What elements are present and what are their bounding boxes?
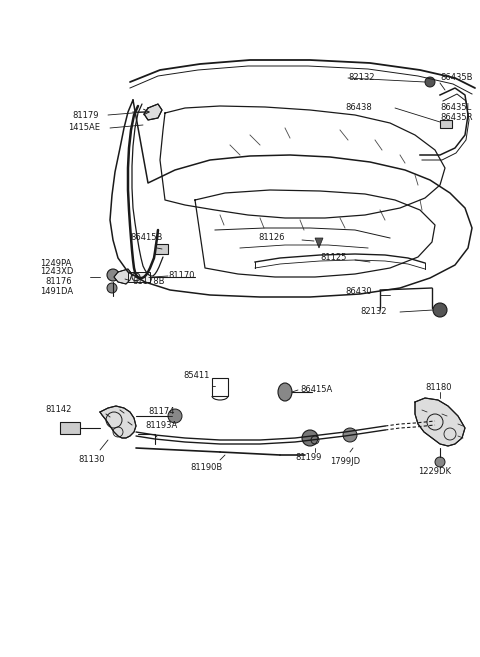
Text: 1491DA: 1491DA — [40, 286, 73, 296]
Text: 86438: 86438 — [345, 104, 372, 112]
Text: 85411: 85411 — [183, 371, 209, 380]
Circle shape — [435, 457, 445, 467]
Circle shape — [168, 409, 182, 423]
Text: 82132: 82132 — [360, 307, 386, 317]
Circle shape — [107, 283, 117, 293]
Polygon shape — [415, 398, 465, 446]
Text: 81178B: 81178B — [132, 277, 165, 286]
Text: 86415A: 86415A — [300, 386, 332, 394]
Text: 81176: 81176 — [45, 277, 72, 286]
Bar — [440, 120, 452, 128]
Text: 81199: 81199 — [295, 453, 322, 463]
Text: 81174: 81174 — [148, 407, 175, 417]
Text: 1243XD: 1243XD — [40, 267, 73, 277]
Text: 86430: 86430 — [345, 288, 372, 296]
Text: 1249PA: 1249PA — [40, 258, 72, 267]
Polygon shape — [144, 104, 162, 120]
Circle shape — [343, 428, 357, 442]
Polygon shape — [315, 238, 323, 248]
Text: 86435B: 86435B — [440, 74, 472, 83]
Text: 81170: 81170 — [168, 271, 194, 279]
Text: 81126: 81126 — [258, 233, 285, 242]
Text: 81125: 81125 — [320, 254, 347, 263]
Bar — [128, 272, 150, 282]
Polygon shape — [114, 269, 132, 284]
Ellipse shape — [278, 383, 292, 401]
Text: 86415B: 86415B — [130, 233, 162, 242]
Circle shape — [302, 430, 318, 446]
Text: 81130: 81130 — [78, 455, 105, 464]
Bar — [212, 378, 228, 396]
Circle shape — [425, 77, 435, 87]
Text: 1799JD: 1799JD — [330, 457, 360, 466]
Text: 81179: 81179 — [72, 110, 98, 120]
Bar — [60, 422, 80, 434]
Circle shape — [433, 303, 447, 317]
Polygon shape — [100, 406, 136, 438]
Text: 81193A: 81193A — [145, 420, 177, 430]
Text: 82132: 82132 — [348, 74, 374, 83]
Text: 81180: 81180 — [425, 384, 452, 392]
Text: 1229DK: 1229DK — [418, 468, 451, 476]
Text: 81142: 81142 — [45, 405, 72, 415]
Circle shape — [107, 269, 119, 281]
Text: 81190B: 81190B — [190, 463, 222, 472]
Text: 1415AE: 1415AE — [68, 124, 100, 133]
Bar — [155, 244, 168, 254]
Text: 86435R: 86435R — [440, 114, 472, 122]
Text: 86435L: 86435L — [440, 104, 471, 112]
